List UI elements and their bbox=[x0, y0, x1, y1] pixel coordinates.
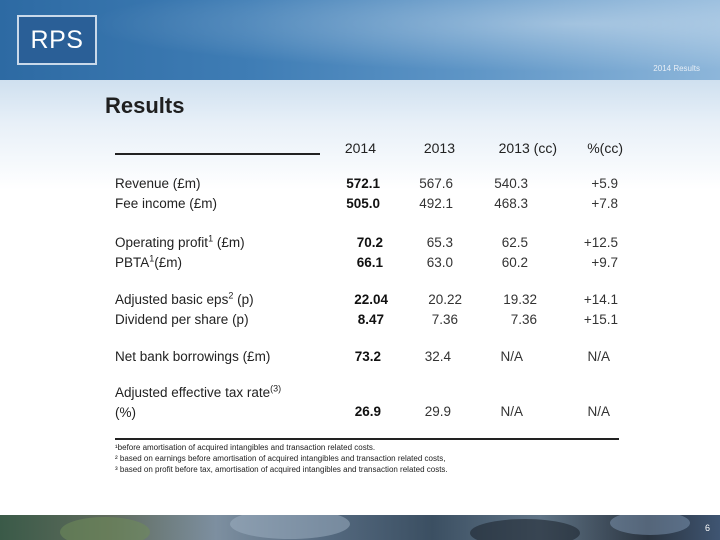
footnote-3: ³ based on profit before tax, amortisati… bbox=[115, 465, 448, 474]
cell-2014: 505.0 bbox=[346, 196, 380, 211]
footnote-ref: (3) bbox=[270, 383, 282, 394]
cell-pctcc: +7.8 bbox=[591, 196, 618, 211]
footnote-2: ² based on earnings before amortisation … bbox=[115, 454, 446, 463]
sub-band bbox=[0, 80, 720, 190]
row-label-net-bank-borrowings: Net bank borrowings (£m) bbox=[115, 349, 271, 364]
cell-2014: 26.9 bbox=[354, 404, 381, 419]
row-label-pbta: PBTA1(£m) bbox=[115, 253, 182, 273]
footer-texture bbox=[470, 519, 580, 540]
footnotes: ¹before amortisation of acquired intangi… bbox=[115, 442, 448, 475]
row-label-operating-profit: Operating profit1 (£m) bbox=[115, 233, 245, 253]
footer-texture bbox=[230, 515, 350, 539]
rps-logo: RPS bbox=[17, 15, 97, 65]
label-text: (£m) bbox=[213, 235, 245, 250]
cell-2013: 32.4 bbox=[424, 349, 451, 364]
col-header-2013: 2013 bbox=[423, 140, 455, 156]
cell-2013: 65.3 bbox=[426, 235, 453, 250]
header-band bbox=[0, 0, 720, 80]
cell-2013cc: 468.3 bbox=[494, 196, 528, 211]
row-label-revenue: Revenue (£m) bbox=[115, 176, 201, 191]
footer-texture bbox=[60, 517, 150, 540]
cell-pctcc: +15.1 bbox=[583, 312, 618, 327]
logo-text: RPS bbox=[30, 25, 84, 54]
cell-2013cc: 7.36 bbox=[510, 312, 537, 327]
cell-2013cc: N/A bbox=[500, 404, 523, 419]
row-label-dividend: Dividend per share (p) bbox=[115, 312, 249, 327]
header-rule bbox=[115, 153, 320, 155]
label-text: (£m) bbox=[154, 255, 183, 270]
cell-pctcc: +14.1 bbox=[583, 292, 618, 307]
row-label-effective-tax-rate: Adjusted effective tax rate(3) (%) bbox=[115, 383, 281, 423]
col-header-2014: 2014 bbox=[344, 140, 376, 156]
cell-2014: 572.1 bbox=[346, 176, 380, 191]
col-header-2013cc: 2013 (cc) bbox=[498, 140, 557, 156]
label-text: Adjusted basic eps bbox=[115, 292, 229, 307]
row-label-adjusted-eps: Adjusted basic eps2 (p) bbox=[115, 290, 254, 310]
cell-2013cc: 62.5 bbox=[501, 235, 528, 250]
label-text: Operating profit bbox=[115, 235, 209, 250]
page-title: Results bbox=[105, 93, 185, 118]
cell-pctcc: N/A bbox=[587, 349, 610, 364]
cell-2013: 567.6 bbox=[419, 176, 453, 191]
cell-2013: 29.9 bbox=[424, 404, 451, 419]
cell-pctcc: +5.9 bbox=[591, 176, 618, 191]
page-number: 6 bbox=[704, 523, 710, 533]
cell-2014: 66.1 bbox=[356, 255, 383, 270]
cell-2014: 70.2 bbox=[356, 235, 383, 250]
cell-2014: 8.47 bbox=[357, 312, 384, 327]
footnote-ref: 1 bbox=[149, 253, 155, 264]
cell-2013cc: 540.3 bbox=[494, 176, 528, 191]
footer-band bbox=[0, 515, 720, 540]
label-text: (p) bbox=[233, 292, 254, 307]
header-tag: 2014 Results bbox=[653, 64, 700, 73]
cell-2013cc: N/A bbox=[500, 349, 523, 364]
footnote-ref: 2 bbox=[228, 290, 234, 301]
label-text: Adjusted effective tax rate bbox=[115, 385, 271, 400]
cell-2013cc: 60.2 bbox=[501, 255, 528, 270]
cell-pctcc: N/A bbox=[587, 404, 610, 419]
cell-pctcc: +9.7 bbox=[591, 255, 618, 270]
cell-2013cc: 19.32 bbox=[503, 292, 537, 307]
footnote-1: ¹before amortisation of acquired intangi… bbox=[115, 443, 376, 452]
footnote-ref: 1 bbox=[208, 233, 214, 244]
cell-2013: 7.36 bbox=[431, 312, 458, 327]
cell-pctcc: +12.5 bbox=[583, 235, 618, 250]
col-header-pctcc: %(cc) bbox=[587, 140, 623, 156]
cell-2013: 63.0 bbox=[426, 255, 453, 270]
cell-2014: 73.2 bbox=[354, 349, 381, 364]
cell-2013: 20.22 bbox=[428, 292, 462, 307]
label-text: (%) bbox=[115, 405, 136, 420]
cell-2013: 492.1 bbox=[419, 196, 453, 211]
footnote-rule bbox=[115, 438, 619, 440]
label-text: PBTA bbox=[115, 255, 150, 270]
footer-texture bbox=[610, 515, 690, 535]
row-label-fee-income: Fee income (£m) bbox=[115, 196, 218, 211]
cell-2014: 22.04 bbox=[354, 292, 388, 307]
